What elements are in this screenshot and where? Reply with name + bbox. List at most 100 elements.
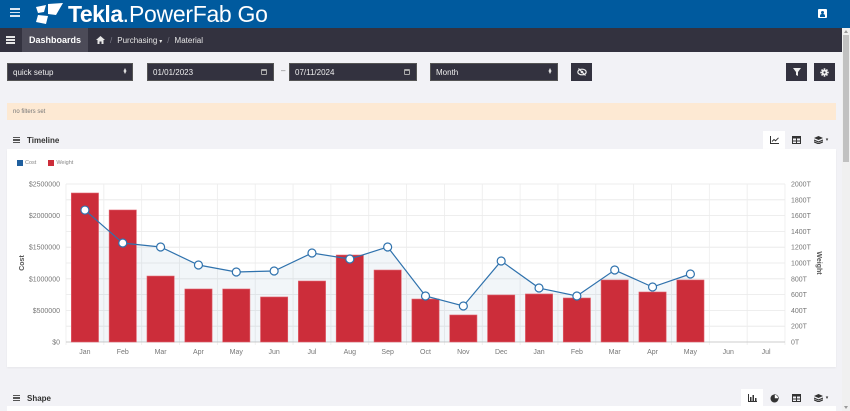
cost-point[interactable]: [647, 282, 658, 292]
table-icon: [791, 136, 801, 144]
y-axis-title: Cost: [19, 255, 26, 271]
weight-bar[interactable]: [638, 291, 667, 343]
bar-chart-icon: [747, 394, 757, 402]
x-tick-label: Nov: [457, 349, 470, 356]
timeline-toolbar: ▾: [763, 131, 835, 149]
cost-point[interactable]: [269, 266, 279, 276]
breadcrumb-material[interactable]: Material: [174, 35, 203, 45]
period-select-value: Month: [436, 67, 459, 77]
dashboards-nav-item[interactable]: Dashboards: [22, 28, 89, 52]
brand-name: Tekla: [68, 0, 123, 27]
timeline-chart-card: Cost Weight $0 $500000 $1000000 $1500000 $20…: [7, 149, 836, 367]
calendar-icon[interactable]: [261, 69, 267, 75]
breadcrumb-separator: /: [110, 35, 113, 45]
breadcrumb-purchasing[interactable]: Purchasing ▾: [117, 36, 162, 45]
nav-menu-button[interactable]: [0, 28, 22, 52]
y-right-tick-label: 800T: [791, 276, 808, 283]
cost-point[interactable]: [193, 260, 204, 270]
timeline-title: Timeline: [27, 135, 60, 145]
date-from-value: 01/01/2023: [153, 67, 194, 77]
y-tick-label: $2500000: [29, 182, 60, 189]
weight-bar[interactable]: [146, 275, 175, 343]
breadcrumb: / Purchasing ▾ / Material: [96, 36, 203, 45]
x-tick-label: Apr: [647, 349, 659, 356]
weight-bar[interactable]: [525, 293, 553, 343]
layers-icon: [813, 394, 823, 402]
scroll-up-arrow-icon[interactable]: [844, 30, 848, 33]
settings-button[interactable]: [814, 63, 835, 81]
weight-bar[interactable]: [70, 192, 99, 343]
calendar-icon[interactable]: [404, 69, 410, 75]
cost-point[interactable]: [80, 205, 90, 215]
user-profile-icon[interactable]: [818, 9, 827, 18]
x-tick-label: Mar: [155, 349, 168, 356]
line-chart-view-button[interactable]: [763, 131, 785, 149]
y-right-tick-label: 2000T: [791, 182, 812, 189]
y-tick-label: $1000000: [29, 276, 60, 283]
weight-bar[interactable]: [260, 296, 289, 343]
date-to-value: 07/11/2024: [295, 67, 335, 77]
weight-bar[interactable]: [184, 288, 213, 343]
weight-bar[interactable]: [562, 297, 591, 343]
weight-bar[interactable]: [676, 279, 705, 343]
table-view-button[interactable]: [785, 389, 807, 407]
y-right-tick-label: 200T: [791, 324, 808, 331]
pie-chart-view-button[interactable]: [763, 389, 785, 407]
app-menu-button[interactable]: [10, 8, 20, 18]
weight-bar[interactable]: [487, 294, 516, 343]
cost-point[interactable]: [118, 238, 128, 248]
shape-section-header: Shape: [7, 389, 836, 407]
layers-dropdown-button[interactable]: ▾: [807, 389, 835, 407]
x-tick-label: Feb: [571, 349, 583, 356]
cost-point[interactable]: [345, 254, 355, 264]
x-tick-label: Sep: [381, 349, 394, 356]
date-to-input[interactable]: 07/11/2024: [289, 63, 417, 81]
weight-bar[interactable]: [222, 288, 251, 343]
caret-down-icon: ▾: [159, 38, 163, 45]
layers-dropdown-button[interactable]: ▾: [807, 131, 835, 149]
weight-bar[interactable]: [411, 298, 440, 343]
drag-handle-icon[interactable]: [13, 136, 20, 145]
legend-item-weight[interactable]: Weight: [48, 160, 73, 166]
weight-bar[interactable]: [108, 209, 137, 343]
weight-bar[interactable]: [298, 280, 326, 343]
cost-point[interactable]: [496, 256, 506, 266]
table-view-button[interactable]: [785, 131, 807, 149]
scrollbar-thumb[interactable]: [843, 35, 849, 162]
period-select[interactable]: Month ▴ ▾: [430, 63, 558, 81]
legend-item-cost[interactable]: Cost: [17, 160, 36, 166]
weight-bar[interactable]: [600, 279, 629, 343]
cost-point[interactable]: [307, 248, 317, 258]
x-tick-label: Jun: [268, 349, 279, 356]
legend-label-cost: Cost: [25, 160, 37, 166]
weight-bar[interactable]: [335, 254, 364, 343]
page-scrollbar[interactable]: [842, 28, 850, 411]
filter-button[interactable]: [786, 63, 807, 81]
cost-point[interactable]: [572, 291, 582, 301]
hide-toggle-button[interactable]: [571, 63, 592, 81]
date-from-input[interactable]: 01/01/2023: [147, 63, 274, 81]
breadcrumb-separator: /: [167, 35, 170, 45]
y-right-tick-label: 600T: [791, 292, 808, 299]
drag-handle-icon[interactable]: [13, 394, 20, 403]
cost-point[interactable]: [534, 283, 544, 293]
weight-bar[interactable]: [373, 269, 402, 343]
cost-point[interactable]: [610, 265, 620, 275]
cost-point[interactable]: [458, 301, 468, 311]
breadcrumb-purchasing-label: Purchasing: [117, 35, 158, 45]
weight-bar[interactable]: [449, 314, 478, 343]
setup-select[interactable]: quick setup ▴ ▾: [7, 63, 133, 81]
y-right-tick-label: 1200T: [791, 245, 812, 252]
table-icon: [791, 394, 801, 402]
shape-title: Shape: [27, 393, 52, 403]
cost-point[interactable]: [383, 242, 393, 252]
cost-point[interactable]: [231, 267, 241, 277]
cost-point[interactable]: [156, 242, 166, 252]
home-icon[interactable]: [96, 36, 106, 44]
logo-dot: .: [122, 0, 129, 27]
bar-chart-view-button[interactable]: [741, 389, 763, 407]
scroll-down-arrow-icon[interactable]: [844, 406, 848, 409]
cost-point[interactable]: [685, 269, 695, 279]
cost-point[interactable]: [420, 291, 431, 301]
legend-swatch-weight: [48, 160, 55, 166]
